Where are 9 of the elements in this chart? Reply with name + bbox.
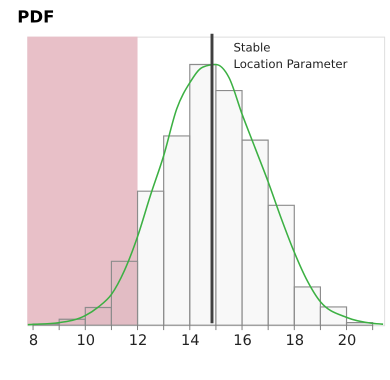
- x-tick-label: 14: [180, 332, 200, 350]
- x-tick-label: 18: [285, 332, 304, 350]
- chart-title: PDF: [17, 7, 54, 26]
- x-tick-label: 20: [338, 332, 356, 350]
- ref-line-label: Stable Location Parameter: [233, 40, 348, 71]
- x-tick-label: 12: [128, 332, 148, 350]
- x-tick-label: 16: [233, 332, 252, 350]
- x-tick-label: 8: [28, 332, 38, 350]
- x-tick-label: 10: [76, 332, 96, 350]
